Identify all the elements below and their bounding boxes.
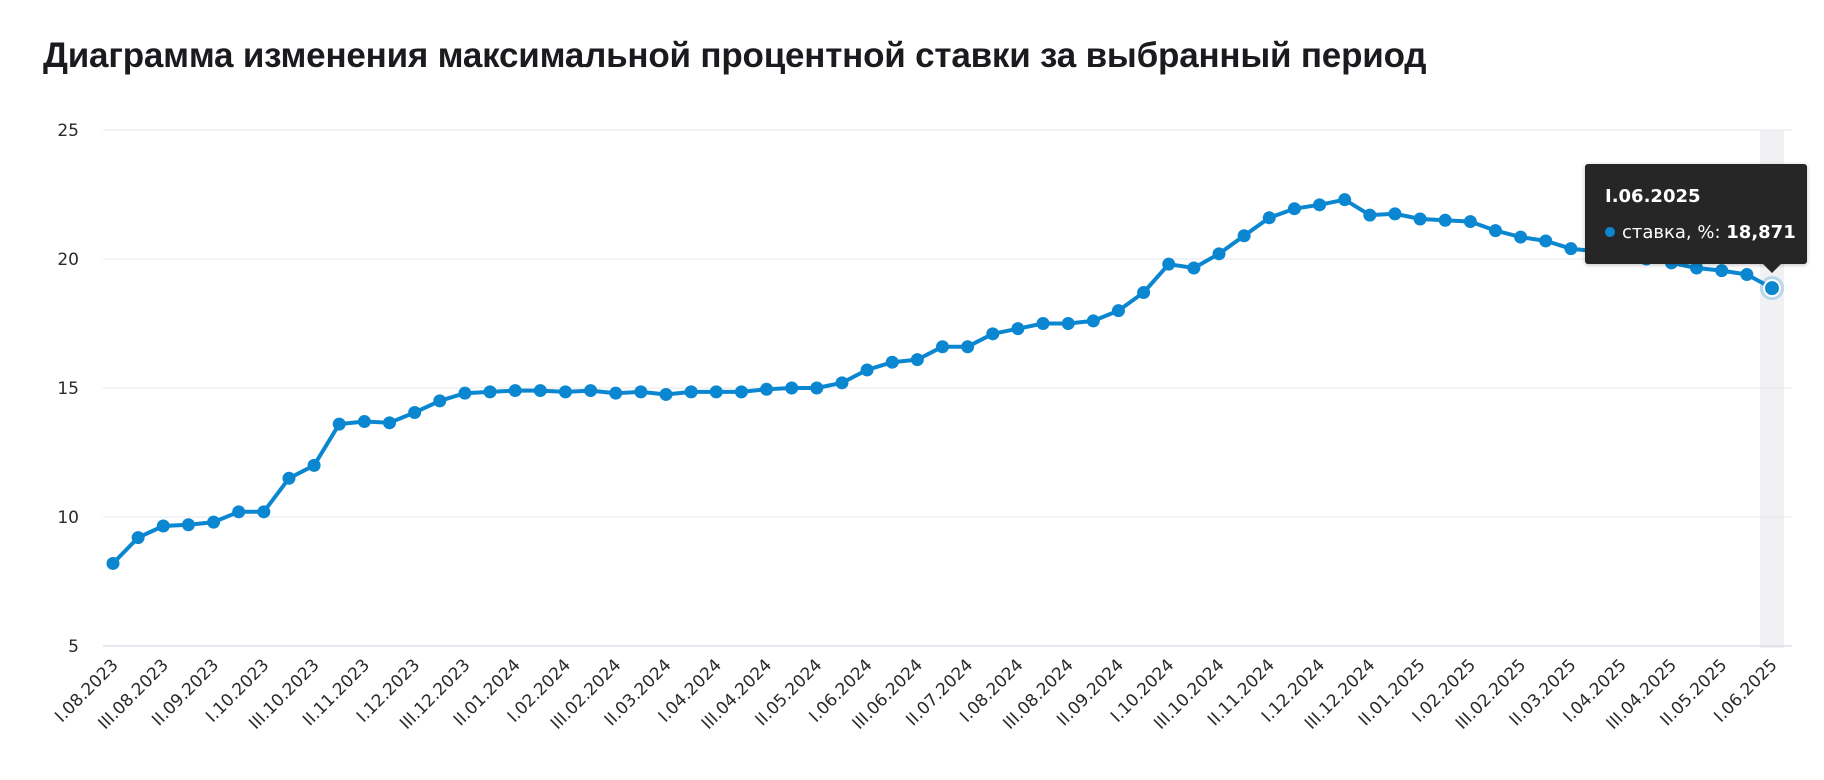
data-point[interactable] bbox=[282, 471, 296, 485]
data-point[interactable] bbox=[1313, 198, 1327, 212]
data-point[interactable] bbox=[1413, 212, 1427, 226]
data-point[interactable] bbox=[1036, 317, 1050, 330]
data-point[interactable] bbox=[1061, 317, 1075, 330]
data-point[interactable] bbox=[785, 381, 799, 395]
data-point[interactable] bbox=[1262, 211, 1276, 225]
data-point[interactable] bbox=[835, 376, 849, 390]
data-point[interactable] bbox=[584, 384, 598, 398]
data-point[interactable] bbox=[1514, 230, 1528, 244]
data-point[interactable] bbox=[1388, 207, 1402, 221]
data-point[interactable] bbox=[936, 340, 949, 354]
y-tick-label: 20 bbox=[57, 250, 79, 270]
data-point[interactable] bbox=[860, 363, 874, 377]
series-line-layer bbox=[111, 197, 1774, 566]
grid-layer bbox=[103, 129, 1792, 647]
series-dot-icon bbox=[1605, 227, 1615, 238]
chart-title: Диаграмма изменения максимальной процент… bbox=[43, 36, 1427, 75]
data-point[interactable] bbox=[408, 406, 422, 420]
data-point[interactable] bbox=[207, 515, 221, 529]
tooltip-label: ставка, %: bbox=[1622, 222, 1727, 244]
data-point[interactable] bbox=[1137, 286, 1151, 300]
data-point[interactable] bbox=[634, 385, 648, 399]
data-point[interactable] bbox=[609, 386, 623, 400]
data-point[interactable] bbox=[1212, 247, 1226, 261]
data-point[interactable] bbox=[106, 556, 120, 570]
data-point[interactable] bbox=[1187, 261, 1201, 275]
data-point[interactable] bbox=[131, 531, 145, 545]
y-tick-label: 25 bbox=[57, 121, 79, 141]
data-point[interactable] bbox=[1086, 314, 1100, 328]
data-points-layer bbox=[106, 193, 1784, 570]
data-point[interactable] bbox=[433, 394, 447, 408]
data-point[interactable] bbox=[483, 385, 497, 399]
tooltip-date: I.06.2025 bbox=[1605, 186, 1701, 208]
data-point[interactable] bbox=[558, 385, 572, 399]
data-point[interactable] bbox=[659, 387, 673, 401]
data-point[interactable] bbox=[1489, 224, 1502, 238]
data-point[interactable] bbox=[961, 340, 975, 354]
data-point[interactable] bbox=[1564, 242, 1578, 256]
data-point[interactable] bbox=[684, 385, 698, 399]
data-point[interactable] bbox=[1162, 257, 1176, 271]
data-point[interactable] bbox=[760, 382, 774, 396]
data-point[interactable] bbox=[734, 385, 748, 399]
data-point[interactable] bbox=[986, 327, 1000, 341]
tooltip-row: ставка, %: 18,871 bbox=[1605, 222, 1796, 243]
x-axis: I.08.2023III.08.2023II.09.2023I.10.2023I… bbox=[51, 655, 1781, 733]
data-point[interactable] bbox=[232, 505, 246, 519]
data-point[interactable] bbox=[1438, 213, 1452, 227]
data-point[interactable] bbox=[156, 519, 170, 533]
data-point[interactable] bbox=[383, 416, 396, 430]
tooltip: I.06.2025 ставка, %: 18,871 bbox=[1585, 164, 1807, 274]
active-data-point[interactable] bbox=[1763, 279, 1781, 298]
y-tick-label: 10 bbox=[57, 508, 79, 528]
data-point[interactable] bbox=[1740, 267, 1754, 281]
data-point[interactable] bbox=[508, 384, 522, 398]
y-tick-label: 15 bbox=[57, 379, 79, 399]
series-line bbox=[111, 197, 1774, 566]
tooltip-arrow bbox=[1762, 263, 1782, 274]
data-point[interactable] bbox=[181, 518, 195, 532]
data-point[interactable] bbox=[307, 458, 321, 472]
y-axis: 5 10 15 20 25 bbox=[57, 121, 79, 657]
data-point[interactable] bbox=[1338, 193, 1352, 207]
data-point[interactable] bbox=[1363, 208, 1377, 222]
data-point[interactable] bbox=[257, 505, 271, 519]
tooltip-value: 18,871 bbox=[1726, 222, 1796, 244]
data-point[interactable] bbox=[1539, 234, 1553, 248]
data-point[interactable] bbox=[1690, 261, 1704, 275]
data-point[interactable] bbox=[332, 417, 346, 431]
data-point[interactable] bbox=[1237, 229, 1251, 243]
data-point[interactable] bbox=[1715, 264, 1729, 278]
data-point[interactable] bbox=[910, 353, 924, 367]
data-point[interactable] bbox=[709, 385, 723, 399]
data-point[interactable] bbox=[357, 415, 371, 429]
data-point[interactable] bbox=[810, 381, 824, 395]
data-point[interactable] bbox=[1463, 215, 1477, 229]
data-point[interactable] bbox=[1287, 202, 1301, 216]
data-point[interactable] bbox=[1111, 304, 1125, 318]
data-point[interactable] bbox=[533, 384, 547, 398]
y-tick-label: 5 bbox=[68, 637, 79, 657]
data-point[interactable] bbox=[1011, 322, 1025, 336]
data-point[interactable] bbox=[458, 386, 472, 400]
data-point[interactable] bbox=[885, 355, 899, 369]
